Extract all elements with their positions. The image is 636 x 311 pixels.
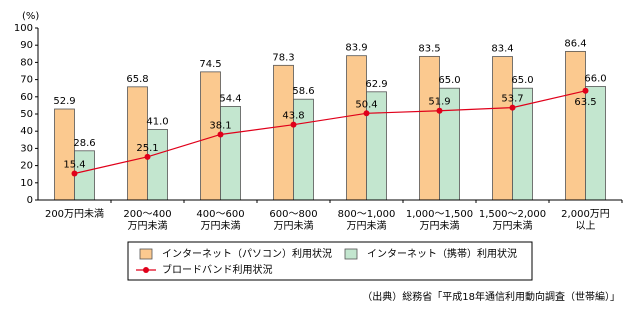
bar-label: 65.8 — [126, 74, 148, 85]
bar-label: 83.4 — [491, 44, 513, 55]
bar — [273, 64, 294, 201]
line-point — [363, 110, 370, 117]
legend-swatch — [139, 248, 153, 260]
line-point — [582, 87, 589, 94]
y-tick-label: 30 — [20, 143, 33, 154]
x-tick-label: 1,500～2,000 — [479, 209, 546, 220]
bar-label: 78.3 — [272, 52, 294, 63]
bar — [565, 50, 586, 201]
line — [74, 90, 586, 175]
x-tick-label: 2,000万円 — [561, 209, 610, 220]
line-point — [509, 104, 516, 111]
source: （出典）総務省「平成18年通信利用動向調査（世帯編）」 — [362, 290, 620, 303]
legend-label: インターネット（パソコン）利用状況 — [162, 247, 332, 260]
line-point — [436, 107, 443, 114]
line-label: 38.1 — [209, 120, 231, 131]
x-tick-label: 以上 — [576, 220, 596, 232]
x-tick-label: 万円未満 — [493, 220, 533, 232]
x-tick-label: 万円未満 — [201, 220, 241, 232]
y-tick-label: 60 — [20, 92, 33, 103]
bar-label: 86.4 — [564, 38, 586, 49]
x-tick-label: 万円未満 — [128, 220, 168, 232]
line-label: 25.1 — [136, 143, 158, 154]
bar-label: 62.9 — [365, 79, 387, 90]
x-tick-label: 万円未満 — [274, 220, 314, 232]
x-tick-label: 万円未満 — [420, 220, 460, 232]
x-tick-label: 200～400 — [123, 209, 171, 220]
y-tick-label: 80 — [20, 57, 33, 68]
bar-label: 28.6 — [73, 138, 95, 149]
legend-label: ブロードバンド利用状況 — [162, 263, 273, 276]
legend-label: インターネット（携帯）利用状況 — [367, 247, 517, 260]
bar-label: 54.4 — [219, 93, 241, 104]
bar — [147, 129, 168, 201]
bar-label: 65.0 — [511, 75, 533, 86]
line-point — [71, 170, 78, 177]
bar-label: 66.0 — [584, 73, 606, 84]
bar — [54, 108, 75, 201]
line-label: 43.8 — [282, 111, 304, 122]
x-tick-label: 400～600 — [196, 209, 244, 220]
bar-label: 41.0 — [146, 116, 168, 127]
y-tick-label: 100 — [14, 23, 33, 34]
bar-label: 83.5 — [418, 43, 440, 54]
line-label: 53.7 — [501, 94, 523, 105]
line-point — [290, 121, 297, 128]
x-tick-label: 600～800 — [269, 209, 317, 220]
line-label: 15.4 — [63, 160, 85, 171]
bar-label: 58.6 — [292, 86, 314, 97]
y-tick-label: 40 — [20, 126, 33, 137]
x-tick-label: 1,000～1,500 — [406, 209, 473, 220]
line-label: 50.4 — [355, 99, 377, 110]
bar-label: 52.9 — [53, 96, 75, 107]
bar — [346, 55, 367, 201]
legend-point — [143, 267, 149, 273]
y-tick-label: 10 — [20, 178, 33, 189]
y-unit: (%) — [22, 11, 39, 22]
x-tick-label: 万円未満 — [347, 220, 387, 232]
y-tick-label: 70 — [20, 75, 33, 86]
x-tick-label: 200万円未満 — [45, 208, 104, 220]
bar-label: 83.9 — [345, 43, 367, 54]
line-point — [217, 131, 224, 138]
line-label: 63.5 — [574, 97, 596, 108]
line-label: 51.9 — [428, 97, 450, 108]
legend-box — [127, 241, 533, 281]
bar — [74, 150, 95, 201]
y-tick-label: 50 — [20, 109, 33, 120]
legend-swatch — [344, 248, 358, 260]
x-tick-label: 800～1,000 — [338, 209, 396, 220]
bar — [492, 56, 513, 201]
bar-label: 74.5 — [199, 59, 221, 70]
line-point — [144, 153, 151, 160]
y-tick-label: 0 — [27, 195, 33, 206]
bar-label: 65.0 — [438, 75, 460, 86]
bar — [419, 55, 440, 201]
y-tick-label: 20 — [20, 161, 33, 172]
y-tick-label: 90 — [20, 40, 33, 51]
